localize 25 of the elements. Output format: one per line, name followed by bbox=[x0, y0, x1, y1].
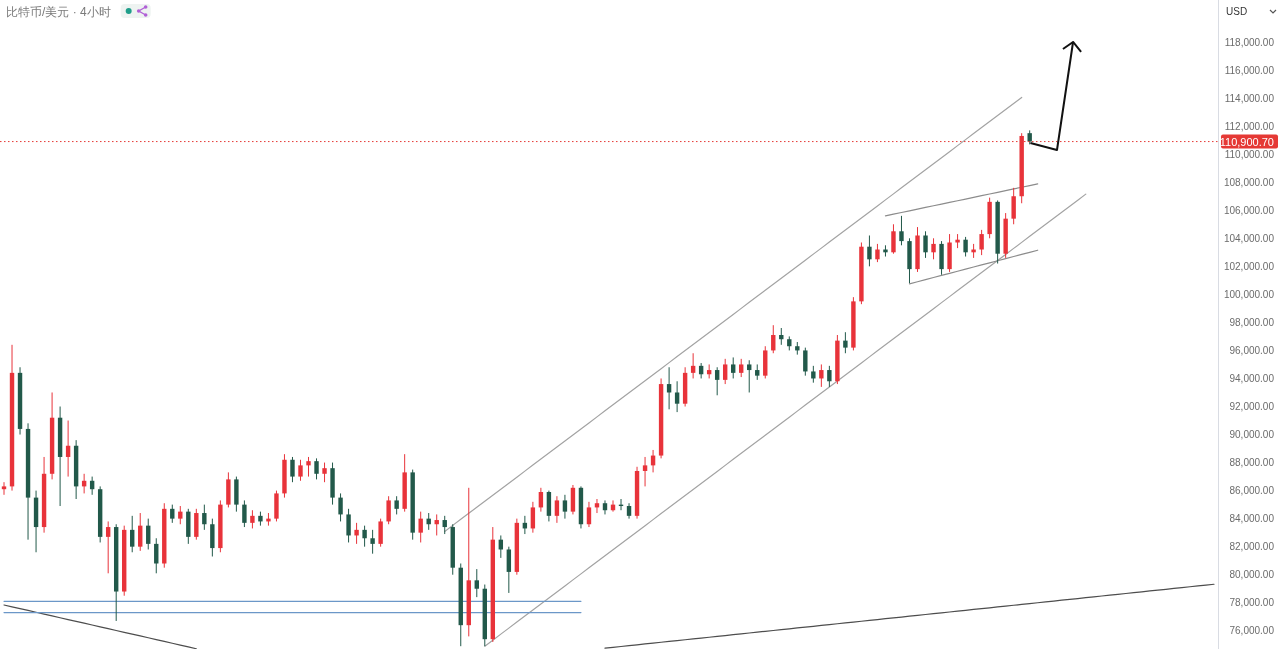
ytick-label: 110,000.00 bbox=[1224, 148, 1274, 160]
ytick-label: 80,000.00 bbox=[1229, 569, 1274, 581]
ytick-label: 118,000.00 bbox=[1224, 36, 1274, 48]
ytick-label: 100,000.00 bbox=[1223, 288, 1274, 300]
ytick-label: 76,000.00 bbox=[1229, 625, 1274, 637]
ytick-label: 108,000.00 bbox=[1223, 176, 1274, 188]
ytick-label: 94,000.00 bbox=[1229, 372, 1274, 384]
ytick-label: 92,000.00 bbox=[1229, 401, 1274, 412]
ytick-label: 106,000.00 bbox=[1223, 204, 1274, 216]
ytick-label: 78,000.00 bbox=[1229, 597, 1274, 609]
ytick-label: 96,000.00 bbox=[1229, 344, 1274, 356]
ytick-label: 98,000.00 bbox=[1229, 316, 1274, 328]
ytick-label: 88,000.00 bbox=[1229, 457, 1274, 469]
ytick-label: 114,000.00 bbox=[1224, 92, 1274, 104]
ytick-label: 116,000.00 bbox=[1224, 64, 1274, 76]
annotation: USD bbox=[1226, 6, 1248, 17]
ref-line-label: 110,900.70 bbox=[1219, 135, 1274, 148]
ytick-label: 82,000.00 bbox=[1229, 541, 1274, 553]
ytick-label: 90,000.00 bbox=[1229, 429, 1274, 441]
ytick-label: 104,000.00 bbox=[1223, 232, 1274, 244]
ytick-label: 102,000.00 bbox=[1223, 260, 1274, 272]
ytick-label: 84,000.00 bbox=[1229, 513, 1274, 525]
ytick-label: 112,000.00 bbox=[1224, 120, 1274, 132]
ytick-label: 86,000.00 bbox=[1229, 485, 1274, 497]
title: 比特币/美元 · 4小时 bbox=[6, 5, 111, 19]
